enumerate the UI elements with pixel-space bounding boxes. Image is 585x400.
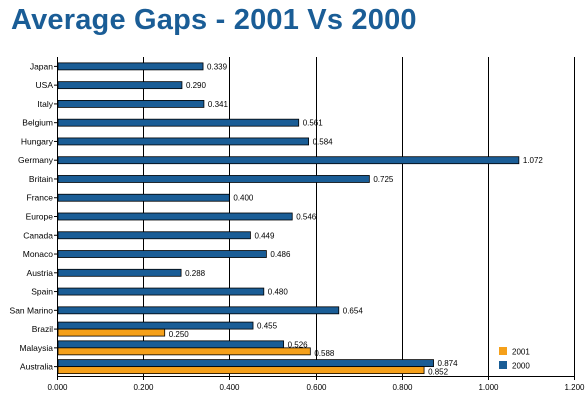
data-label-2000: 0.561: [303, 119, 324, 128]
category-label: Japan: [30, 61, 53, 71]
category-label: Malaysia: [19, 343, 53, 353]
data-label-2000: 0.449: [254, 231, 275, 240]
legend-label-2000: 2000: [512, 362, 530, 371]
data-label-2000: 0.339: [207, 62, 228, 71]
x-tick-label: 1.200: [564, 383, 585, 392]
bar-2001: [57, 328, 166, 337]
category-label: Germany: [18, 155, 54, 165]
x-tick-label: 0.000: [47, 383, 68, 392]
data-label-2000: 0.480: [268, 288, 289, 297]
category-label: France: [27, 193, 54, 203]
legend-swatch-2000: [499, 361, 507, 369]
bar-2000: [57, 81, 183, 90]
bar-2000: [57, 156, 520, 165]
data-label-2000: 0.455: [257, 322, 278, 331]
data-label-2000: 0.725: [373, 175, 394, 184]
bar-2000: [57, 137, 310, 146]
legend-label-2001: 2001: [512, 348, 530, 357]
x-tick-label: 0.800: [392, 383, 413, 392]
category-label: Belgium: [22, 118, 53, 128]
data-label-2000: 0.288: [185, 269, 206, 278]
bar-2000: [57, 306, 340, 315]
bar-2000: [57, 193, 230, 202]
bar-2000: [57, 118, 300, 127]
labels: 0.000 0.200 0.400 0.600 0.800 1.000 1.200 Japan…: [10, 61, 585, 392]
category-label: Hungary: [21, 136, 54, 146]
bar-2000: [57, 231, 251, 240]
data-label-2000: 0.400: [233, 194, 254, 203]
bar-2000: [57, 287, 265, 296]
x-tick-label: 0.200: [133, 383, 154, 392]
data-label-2000: 0.526: [288, 340, 309, 349]
chart-title: Average Gaps - 2001 Vs 2000: [11, 4, 417, 36]
data-label-2000: 0.486: [270, 250, 291, 259]
data-label-2000: 1.072: [523, 156, 544, 165]
data-label-2000: 0.341: [208, 100, 229, 109]
data-label-2001: 0.852: [428, 368, 449, 377]
category-label: Austria: [27, 268, 54, 278]
category-label: Brazil: [32, 324, 53, 334]
category-label: Spain: [31, 287, 53, 297]
data-label-2001: 0.250: [169, 330, 190, 339]
bar-2000: [57, 250, 267, 258]
bar-2001: [57, 366, 425, 375]
bar-2000: [57, 359, 434, 368]
bar-2001: [57, 347, 311, 356]
bar-2000: [57, 268, 182, 277]
category-label: Canada: [23, 230, 53, 240]
x-tick-label: 0.400: [219, 383, 240, 392]
category-label: Europe: [26, 212, 54, 222]
bar-2000: [57, 321, 254, 330]
x-tick-label: 1.000: [478, 383, 499, 392]
bar-2000: [57, 340, 285, 349]
bar-2000: [57, 175, 370, 183]
category-label: San Marino: [10, 305, 54, 315]
category-label: Australia: [20, 362, 53, 372]
data-label-2000: 0.654: [343, 306, 364, 315]
category-label: Monaco: [23, 249, 54, 259]
data-label-2000: 0.584: [313, 137, 334, 146]
data-label-2000: 0.874: [438, 359, 459, 368]
data-label-2000: 0.290: [186, 81, 207, 90]
bar-2000: [57, 212, 293, 221]
category-label: Italy: [37, 99, 53, 109]
category-label: Britain: [29, 174, 53, 184]
data-label-2001: 0.588: [314, 349, 335, 358]
bars: [57, 62, 520, 375]
legend-swatch-2001: [499, 347, 507, 355]
bar-2000: [57, 62, 204, 71]
category-label: USA: [36, 80, 54, 90]
legend: 2001 2000: [499, 347, 530, 371]
data-label-2000: 0.546: [296, 213, 317, 222]
axes: [54, 57, 575, 380]
x-tick-label: 0.600: [306, 383, 327, 392]
bar-2000: [57, 100, 205, 108]
